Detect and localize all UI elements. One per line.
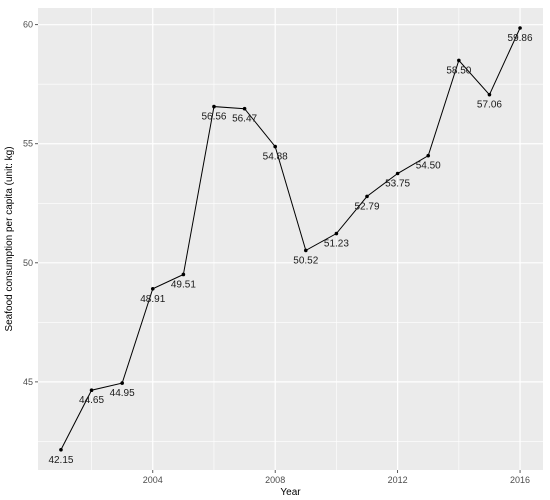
y-tick-label: 60 [23,20,33,30]
data-point [304,248,308,253]
data-point [334,231,339,236]
data-label: 50.52 [293,255,318,266]
data-point [426,153,431,158]
data-point [395,171,400,176]
major-gridlines [38,8,543,470]
data-label: 56.47 [232,114,257,125]
y-tick-label: 50 [23,258,33,268]
data-label: 54.50 [416,161,441,172]
x-tick-label: 2008 [265,475,285,485]
y-axis-ticks: 45 50 55 60 [23,20,38,387]
data-point [365,194,369,199]
data-label: 52.79 [354,201,379,212]
y-axis-title: Seafood consumption per capita (unit: kg… [4,146,15,331]
series-line [60,27,521,450]
plot-panel [38,8,543,470]
data-label: 51.23 [324,239,349,250]
data-label: 57.06 [477,100,502,111]
data-label: 56.56 [201,112,226,123]
data-point [242,106,247,111]
data-label: 42.15 [48,455,73,466]
data-point [89,388,94,393]
x-axis-title: Year [280,487,301,498]
data-label: 49.51 [171,279,196,290]
data-label: 48.91 [140,294,165,305]
data-labels: 42.15 44.65 44.95 48.91 49.51 56.56 56.47 54.88… [48,33,533,466]
y-tick-label: 55 [23,139,33,149]
minor-gridlines [38,8,543,470]
data-point [487,92,492,97]
data-point [518,26,522,30]
x-tick-label: 2016 [510,475,530,485]
x-axis-ticks: 2004 2008 2012 2016 [143,470,530,485]
data-point [59,447,63,452]
x-tick-label: 2012 [388,475,408,485]
data-label: 59.86 [508,33,533,44]
data-label: 54.88 [263,152,288,163]
data-point [150,286,155,291]
data-label: 44.95 [110,388,135,399]
data-point [273,144,277,149]
x-tick-label: 2004 [143,475,163,485]
data-point [120,381,124,385]
data-points [59,26,522,452]
data-point [212,104,216,109]
data-label: 44.65 [79,395,104,406]
data-label: 53.75 [385,179,410,190]
y-tick-label: 45 [23,377,33,387]
data-label: 58.50 [446,65,471,76]
data-point [457,58,461,63]
data-point [181,272,186,277]
